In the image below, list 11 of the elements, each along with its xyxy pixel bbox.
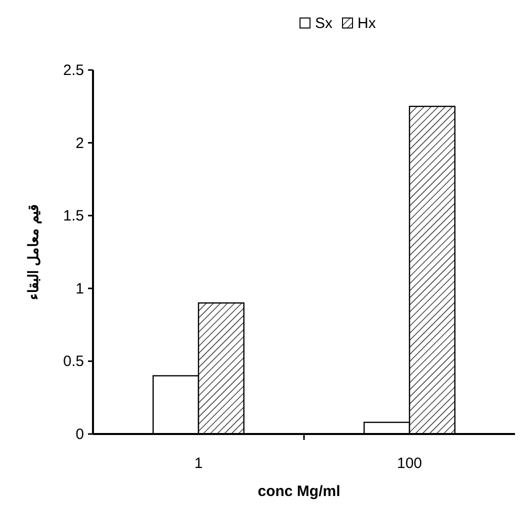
y-axis-title: قيم معامل البقاء: [25, 204, 42, 300]
y-tick-label: 1.5: [63, 208, 84, 225]
legend-label: Sx: [315, 15, 334, 32]
y-tick-label: 2.5: [63, 62, 84, 79]
x-tick-label: 100: [396, 455, 422, 472]
y-tick-label: 0: [76, 426, 84, 443]
y-tick-label: 0.5: [63, 353, 84, 370]
y-tick-label: 1: [76, 280, 84, 298]
legend-label: Hx: [358, 15, 376, 32]
x-axis-title: conc Mg/ml: [258, 483, 340, 500]
y-tick-label: 2: [76, 134, 84, 152]
